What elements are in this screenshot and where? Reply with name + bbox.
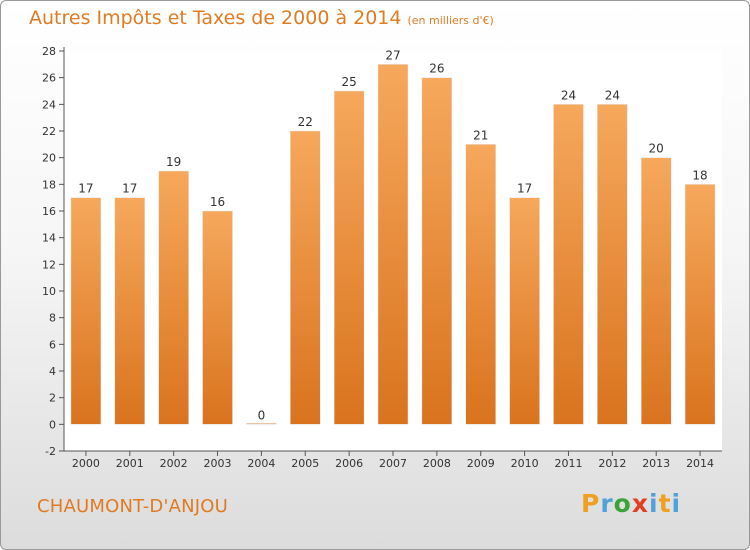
value-label-2009: 21 xyxy=(473,128,488,142)
y-tick-label: 8 xyxy=(49,312,56,325)
y-tick-label: 10 xyxy=(42,285,56,298)
x-tick-label-2014: 2014 xyxy=(686,457,714,470)
y-tick-label: 2 xyxy=(49,392,56,405)
bar-2006 xyxy=(333,90,365,425)
y-tick-label: 18 xyxy=(42,178,56,191)
x-tick-label-2007: 2007 xyxy=(379,457,407,470)
x-tick-label-2000: 2000 xyxy=(72,457,100,470)
x-tick-label-2010: 2010 xyxy=(511,457,539,470)
x-tick-label-2001: 2001 xyxy=(116,457,144,470)
bar-2007 xyxy=(377,64,409,425)
y-tick-label: 20 xyxy=(42,152,56,165)
bar-2011 xyxy=(553,104,584,425)
x-tick-label-2006: 2006 xyxy=(335,457,363,470)
y-tick-label: 26 xyxy=(42,72,56,85)
value-label-2001: 17 xyxy=(122,182,137,196)
bar-2010 xyxy=(509,197,540,425)
chart-subtitle: (en milliers d'€) xyxy=(407,14,494,27)
x-tick-label-2004: 2004 xyxy=(247,457,275,470)
y-tick-label: 16 xyxy=(42,205,56,218)
chart-title: Autres Impôts et Taxes de 2000 à 2014 (en… xyxy=(29,7,494,29)
value-label-2010: 17 xyxy=(517,182,532,196)
bar-2014 xyxy=(684,184,716,425)
value-label-2008: 26 xyxy=(429,62,444,76)
x-tick-label-2005: 2005 xyxy=(291,457,319,470)
value-label-2007: 27 xyxy=(385,48,400,62)
x-tick-label-2013: 2013 xyxy=(642,457,670,470)
y-tick-label: 24 xyxy=(42,98,56,111)
value-label-2013: 20 xyxy=(649,142,664,156)
y-tick-label: 14 xyxy=(42,232,56,245)
value-label-2011: 24 xyxy=(561,88,576,102)
y-tick-label: 28 xyxy=(42,45,56,58)
x-tick-label-2002: 2002 xyxy=(160,457,188,470)
y-tick-label: 12 xyxy=(42,258,56,271)
y-tick-label: 6 xyxy=(49,338,56,351)
proxiti-logo: Proxiti xyxy=(581,489,682,518)
value-label-2005: 22 xyxy=(298,115,313,129)
bar-2009 xyxy=(465,144,496,425)
value-label-2000: 17 xyxy=(78,182,93,196)
bar-2004 xyxy=(246,423,277,425)
value-label-2012: 24 xyxy=(605,88,620,102)
x-tick-label-2008: 2008 xyxy=(423,457,451,470)
y-tick-label: 0 xyxy=(49,418,56,431)
bar-2002 xyxy=(158,170,189,425)
bar-2001 xyxy=(114,197,146,425)
bar-2008 xyxy=(421,77,453,425)
value-label-2004: 0 xyxy=(258,408,266,422)
y-tick-label: 4 xyxy=(49,365,56,378)
value-label-2002: 19 xyxy=(166,155,181,169)
x-tick-label-2003: 2003 xyxy=(204,457,232,470)
y-tick-label: -2 xyxy=(45,445,56,458)
x-tick-label-2009: 2009 xyxy=(467,457,495,470)
bar-2000 xyxy=(70,197,102,425)
bar-2012 xyxy=(597,104,628,425)
y-tick-label: 22 xyxy=(42,125,56,138)
x-tick-label-2011: 2011 xyxy=(554,457,582,470)
value-label-2003: 16 xyxy=(210,195,225,209)
bar-2013 xyxy=(640,157,672,425)
chart-title-text: Autres Impôts et Taxes de 2000 à 2014 xyxy=(29,7,402,29)
bar-2003 xyxy=(202,210,233,425)
value-label-2006: 25 xyxy=(341,75,356,89)
bar-2005 xyxy=(290,130,321,425)
commune-name: CHAUMONT-D'ANJOU xyxy=(37,496,229,517)
x-tick-label-2012: 2012 xyxy=(598,457,626,470)
value-label-2014: 18 xyxy=(692,168,707,182)
